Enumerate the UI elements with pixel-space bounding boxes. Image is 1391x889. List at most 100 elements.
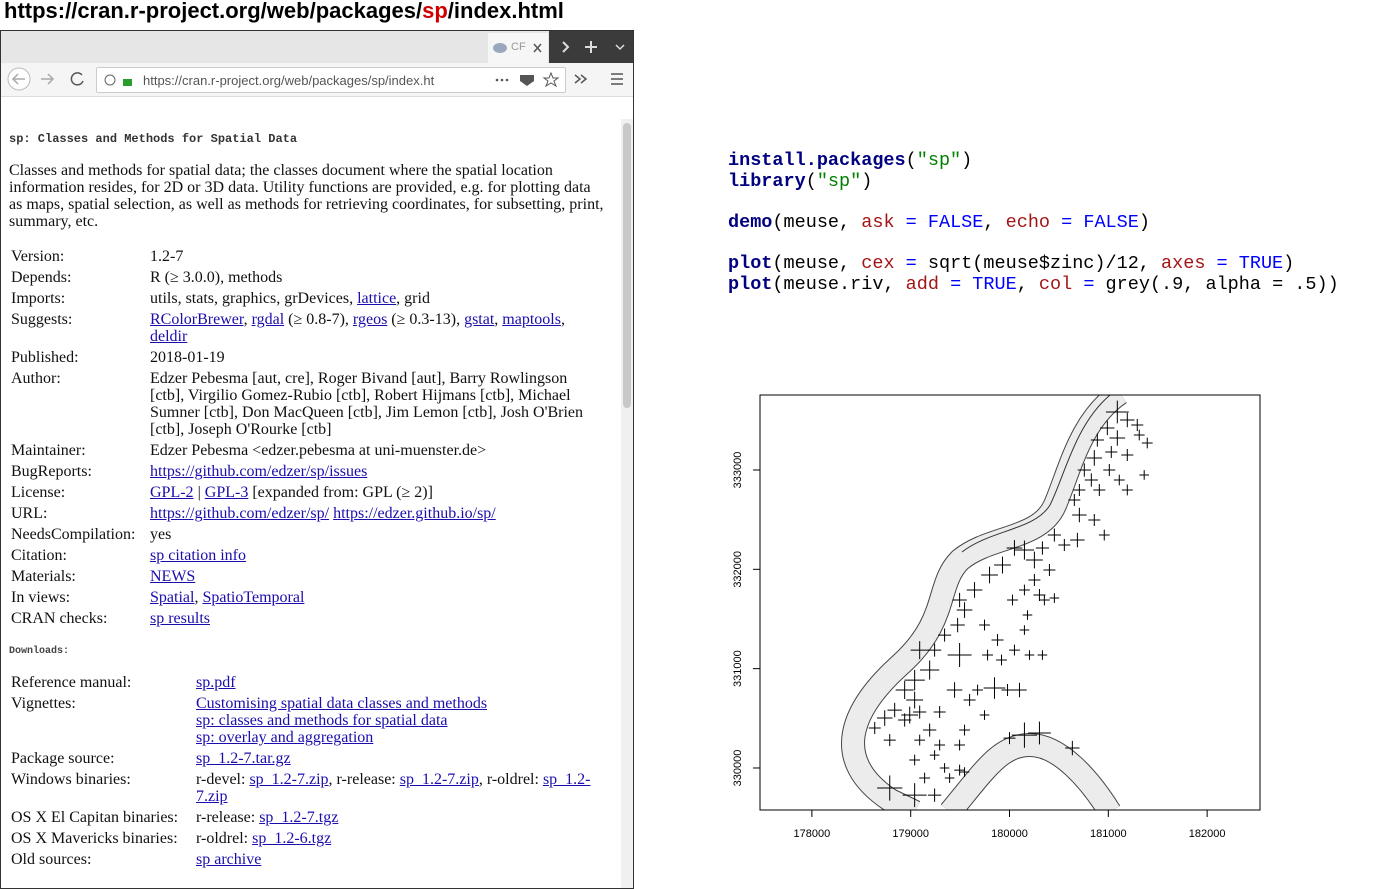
- field-row: In views: Spatial, SpatioTemporal: [11, 589, 600, 610]
- more-dot[interactable]: [495, 78, 499, 82]
- code-token: ,: [1016, 274, 1039, 295]
- point: [919, 772, 931, 784]
- value-line: https://github.com/edzer/sp/issues: [150, 463, 600, 480]
- link[interactable]: Customising spatial data classes and met…: [196, 695, 488, 712]
- reload-button[interactable]: [70, 72, 84, 86]
- point: [959, 767, 970, 777]
- forward-button[interactable]: [41, 73, 55, 85]
- code-token: "sp": [816, 171, 862, 192]
- more-dot[interactable]: [505, 78, 509, 82]
- bookmark-star[interactable]: [542, 71, 560, 88]
- link[interactable]: https://github.com/edzer/sp/issues: [150, 463, 368, 480]
- point: [952, 592, 967, 608]
- link[interactable]: sp: classes and methods for spatial data: [196, 712, 448, 729]
- link[interactable]: NEWS: [150, 568, 196, 585]
- point: [929, 750, 940, 760]
- value-text: Edzer Pebesma <edzer.pebesma at uni-muen…: [150, 442, 487, 459]
- heading-part: sp: [422, 0, 448, 23]
- link[interactable]: gstat: [464, 311, 495, 328]
- y-tick-label: 332000: [732, 551, 744, 588]
- value-line: Edzer Pebesma [aut, cre], Roger Bivand […: [150, 370, 600, 438]
- link[interactable]: GPL-3: [204, 484, 249, 501]
- link[interactable]: sp_1.2-6.tgz: [252, 830, 332, 847]
- point: [909, 754, 921, 766]
- code-token: ,: [983, 212, 1006, 233]
- value-text: (≥ 0.8-7),: [284, 311, 353, 328]
- overflow-button[interactable]: [574, 74, 588, 84]
- url-box[interactable]: https://cran.r-project.org/web/packages/…: [96, 67, 566, 93]
- point: [868, 722, 881, 735]
- field-value: Edzer Pebesma <edzer.pebesma at uni-muen…: [150, 442, 600, 463]
- point: [1028, 721, 1051, 745]
- link[interactable]: sp citation info: [150, 547, 246, 564]
- menu-button[interactable]: [611, 73, 623, 85]
- info-icon[interactable]: [104, 74, 116, 86]
- value-line: sp: classes and methods for spatial data: [196, 712, 596, 729]
- value-line: Edzer Pebesma <edzer.pebesma at uni-muen…: [150, 442, 600, 459]
- field-value: Spatial, SpatioTemporal: [150, 589, 600, 610]
- scroll-tabs-icon[interactable]: [562, 41, 570, 53]
- link[interactable]: rgdal: [251, 311, 285, 328]
- field-row: Imports: utils, stats, graphics, grDevice…: [11, 290, 600, 311]
- pocket-icon[interactable]: [520, 75, 534, 86]
- link[interactable]: maptools: [502, 311, 561, 328]
- code-token: TRUE: [1238, 253, 1284, 274]
- link[interactable]: sp_1.2-7.tgz: [259, 809, 339, 826]
- field-row: Old sources: sp archive: [11, 851, 596, 872]
- link[interactable]: sp: overlay and aggregation: [196, 729, 374, 746]
- y-tick-label: 331000: [732, 650, 744, 687]
- link[interactable]: sp_1.2-7.zip: [399, 771, 479, 788]
- tab[interactable]: CF: [488, 33, 548, 63]
- link[interactable]: SpatioTemporal: [202, 589, 305, 606]
- link[interactable]: sp archive: [196, 851, 262, 868]
- code-token: FALSE: [1083, 212, 1139, 233]
- link[interactable]: sp_1.2-7.zip: [249, 771, 329, 788]
- code-group: install.packages("sp") library("sp"): [728, 150, 1339, 192]
- point: [979, 619, 990, 631]
- code-token: sqrt(meuse$zinc)/12,: [927, 253, 1162, 274]
- link[interactable]: sp.pdf: [196, 674, 236, 691]
- scrollbar-thumb[interactable]: [623, 123, 631, 408]
- tab-label: CF: [511, 41, 526, 53]
- code-token: ask: [861, 212, 895, 233]
- value-line: sp: overlay and aggregation: [196, 729, 596, 746]
- field-value: GPL-2 | GPL-3 [expanded from: GPL (≥ 2)]: [150, 484, 600, 505]
- point: [991, 634, 1004, 647]
- point: [1105, 400, 1129, 424]
- more-dot[interactable]: [500, 78, 504, 82]
- point: [1086, 450, 1103, 466]
- link[interactable]: RColorBrewer: [150, 311, 244, 328]
- link[interactable]: deldir: [150, 328, 188, 345]
- link[interactable]: Spatial: [150, 589, 195, 606]
- link[interactable]: rgeos: [352, 311, 388, 328]
- link[interactable]: lattice: [357, 290, 397, 307]
- tab-list-icon[interactable]: [615, 44, 625, 51]
- field-row: Depends: R (≥ 3.0.0), methods: [11, 269, 600, 290]
- link[interactable]: sp_1.2-7.zip: [196, 771, 591, 805]
- field-row: Suggests: RColorBrewer, rgdal (≥ 0.8-7), …: [11, 311, 600, 349]
- value-text: , grid: [396, 290, 430, 307]
- close-tab-icon[interactable]: [533, 43, 542, 53]
- x-tick-label: 181000: [1090, 828, 1127, 840]
- field-label: CRAN checks:: [11, 610, 108, 627]
- point: [1001, 684, 1014, 697]
- link[interactable]: sp_1.2-7.tar.gz: [196, 750, 291, 767]
- point: [1090, 433, 1104, 447]
- link[interactable]: https://github.com/edzer/sp/: [150, 505, 330, 522]
- value-line: sp archive: [196, 851, 596, 868]
- point: [981, 566, 998, 584]
- value-line: Customising spatial data classes and met…: [196, 695, 596, 712]
- field-row: URL: https://github.com/edzer/sp/ https:/…: [11, 505, 600, 526]
- field-label: Citation:: [11, 547, 67, 564]
- point: [902, 783, 927, 808]
- value-line: NEWS: [150, 568, 600, 585]
- link[interactable]: sp results: [150, 610, 210, 627]
- point: [1072, 507, 1087, 523]
- tab-icons: [562, 41, 625, 53]
- field-label: Version:: [11, 248, 65, 265]
- link[interactable]: https://edzer.github.io/sp/: [333, 505, 496, 522]
- point: [1133, 429, 1145, 441]
- link[interactable]: GPL-2: [150, 484, 194, 501]
- new-tab-icon[interactable]: [585, 41, 597, 53]
